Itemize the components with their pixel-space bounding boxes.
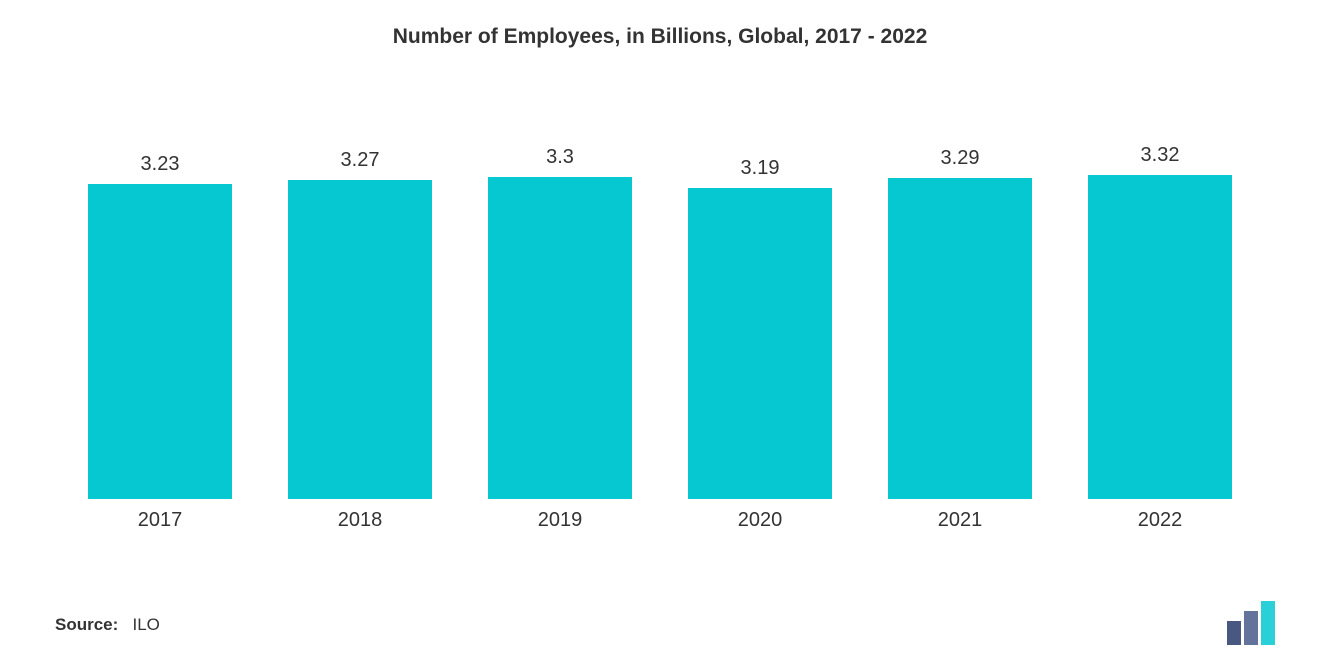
bar bbox=[88, 184, 231, 499]
bar-col: 3.29 bbox=[860, 147, 1059, 499]
bar-col: 3.27 bbox=[260, 149, 459, 499]
bar-value-label: 3.23 bbox=[141, 153, 180, 176]
bar bbox=[688, 188, 831, 499]
source-value: ILO bbox=[132, 615, 159, 634]
x-axis-labels: 2017 2018 2019 2020 2021 2022 bbox=[60, 509, 1260, 532]
chart-container: Number of Employees, in Billions, Global… bbox=[0, 0, 1320, 665]
brand-logo bbox=[1227, 601, 1275, 645]
bar-value-label: 3.32 bbox=[1141, 144, 1180, 167]
bar-col: 3.23 bbox=[60, 153, 259, 499]
x-axis-label: 2019 bbox=[460, 509, 659, 532]
x-axis-label: 2020 bbox=[660, 509, 859, 532]
bars-row: 3.23 3.27 3.3 3.19 3.29 3.32 bbox=[60, 79, 1260, 499]
bar-value-label: 3.27 bbox=[341, 149, 380, 172]
bar-value-label: 3.29 bbox=[941, 147, 980, 170]
x-axis-label: 2022 bbox=[1060, 509, 1259, 532]
bar-col: 3.19 bbox=[660, 157, 859, 499]
x-axis-label: 2018 bbox=[260, 509, 459, 532]
x-axis-label: 2021 bbox=[860, 509, 1059, 532]
plot-area: 3.23 3.27 3.3 3.19 3.29 3.32 bbox=[60, 79, 1260, 499]
source-attribution: Source: ILO bbox=[55, 615, 160, 635]
chart-title: Number of Employees, in Billions, Global… bbox=[40, 25, 1280, 49]
logo-bar-icon bbox=[1244, 611, 1258, 645]
x-axis-label: 2017 bbox=[60, 509, 259, 532]
source-label: Source: bbox=[55, 615, 118, 634]
bar bbox=[288, 180, 431, 499]
bar bbox=[488, 177, 631, 499]
logo-bar-icon bbox=[1261, 601, 1275, 645]
logo-bar-icon bbox=[1227, 621, 1241, 645]
bar-col: 3.3 bbox=[460, 146, 659, 499]
bar-value-label: 3.19 bbox=[741, 157, 780, 180]
bar-value-label: 3.3 bbox=[546, 146, 574, 169]
bar bbox=[888, 178, 1031, 499]
bar bbox=[1088, 175, 1231, 499]
bar-col: 3.32 bbox=[1060, 144, 1259, 499]
